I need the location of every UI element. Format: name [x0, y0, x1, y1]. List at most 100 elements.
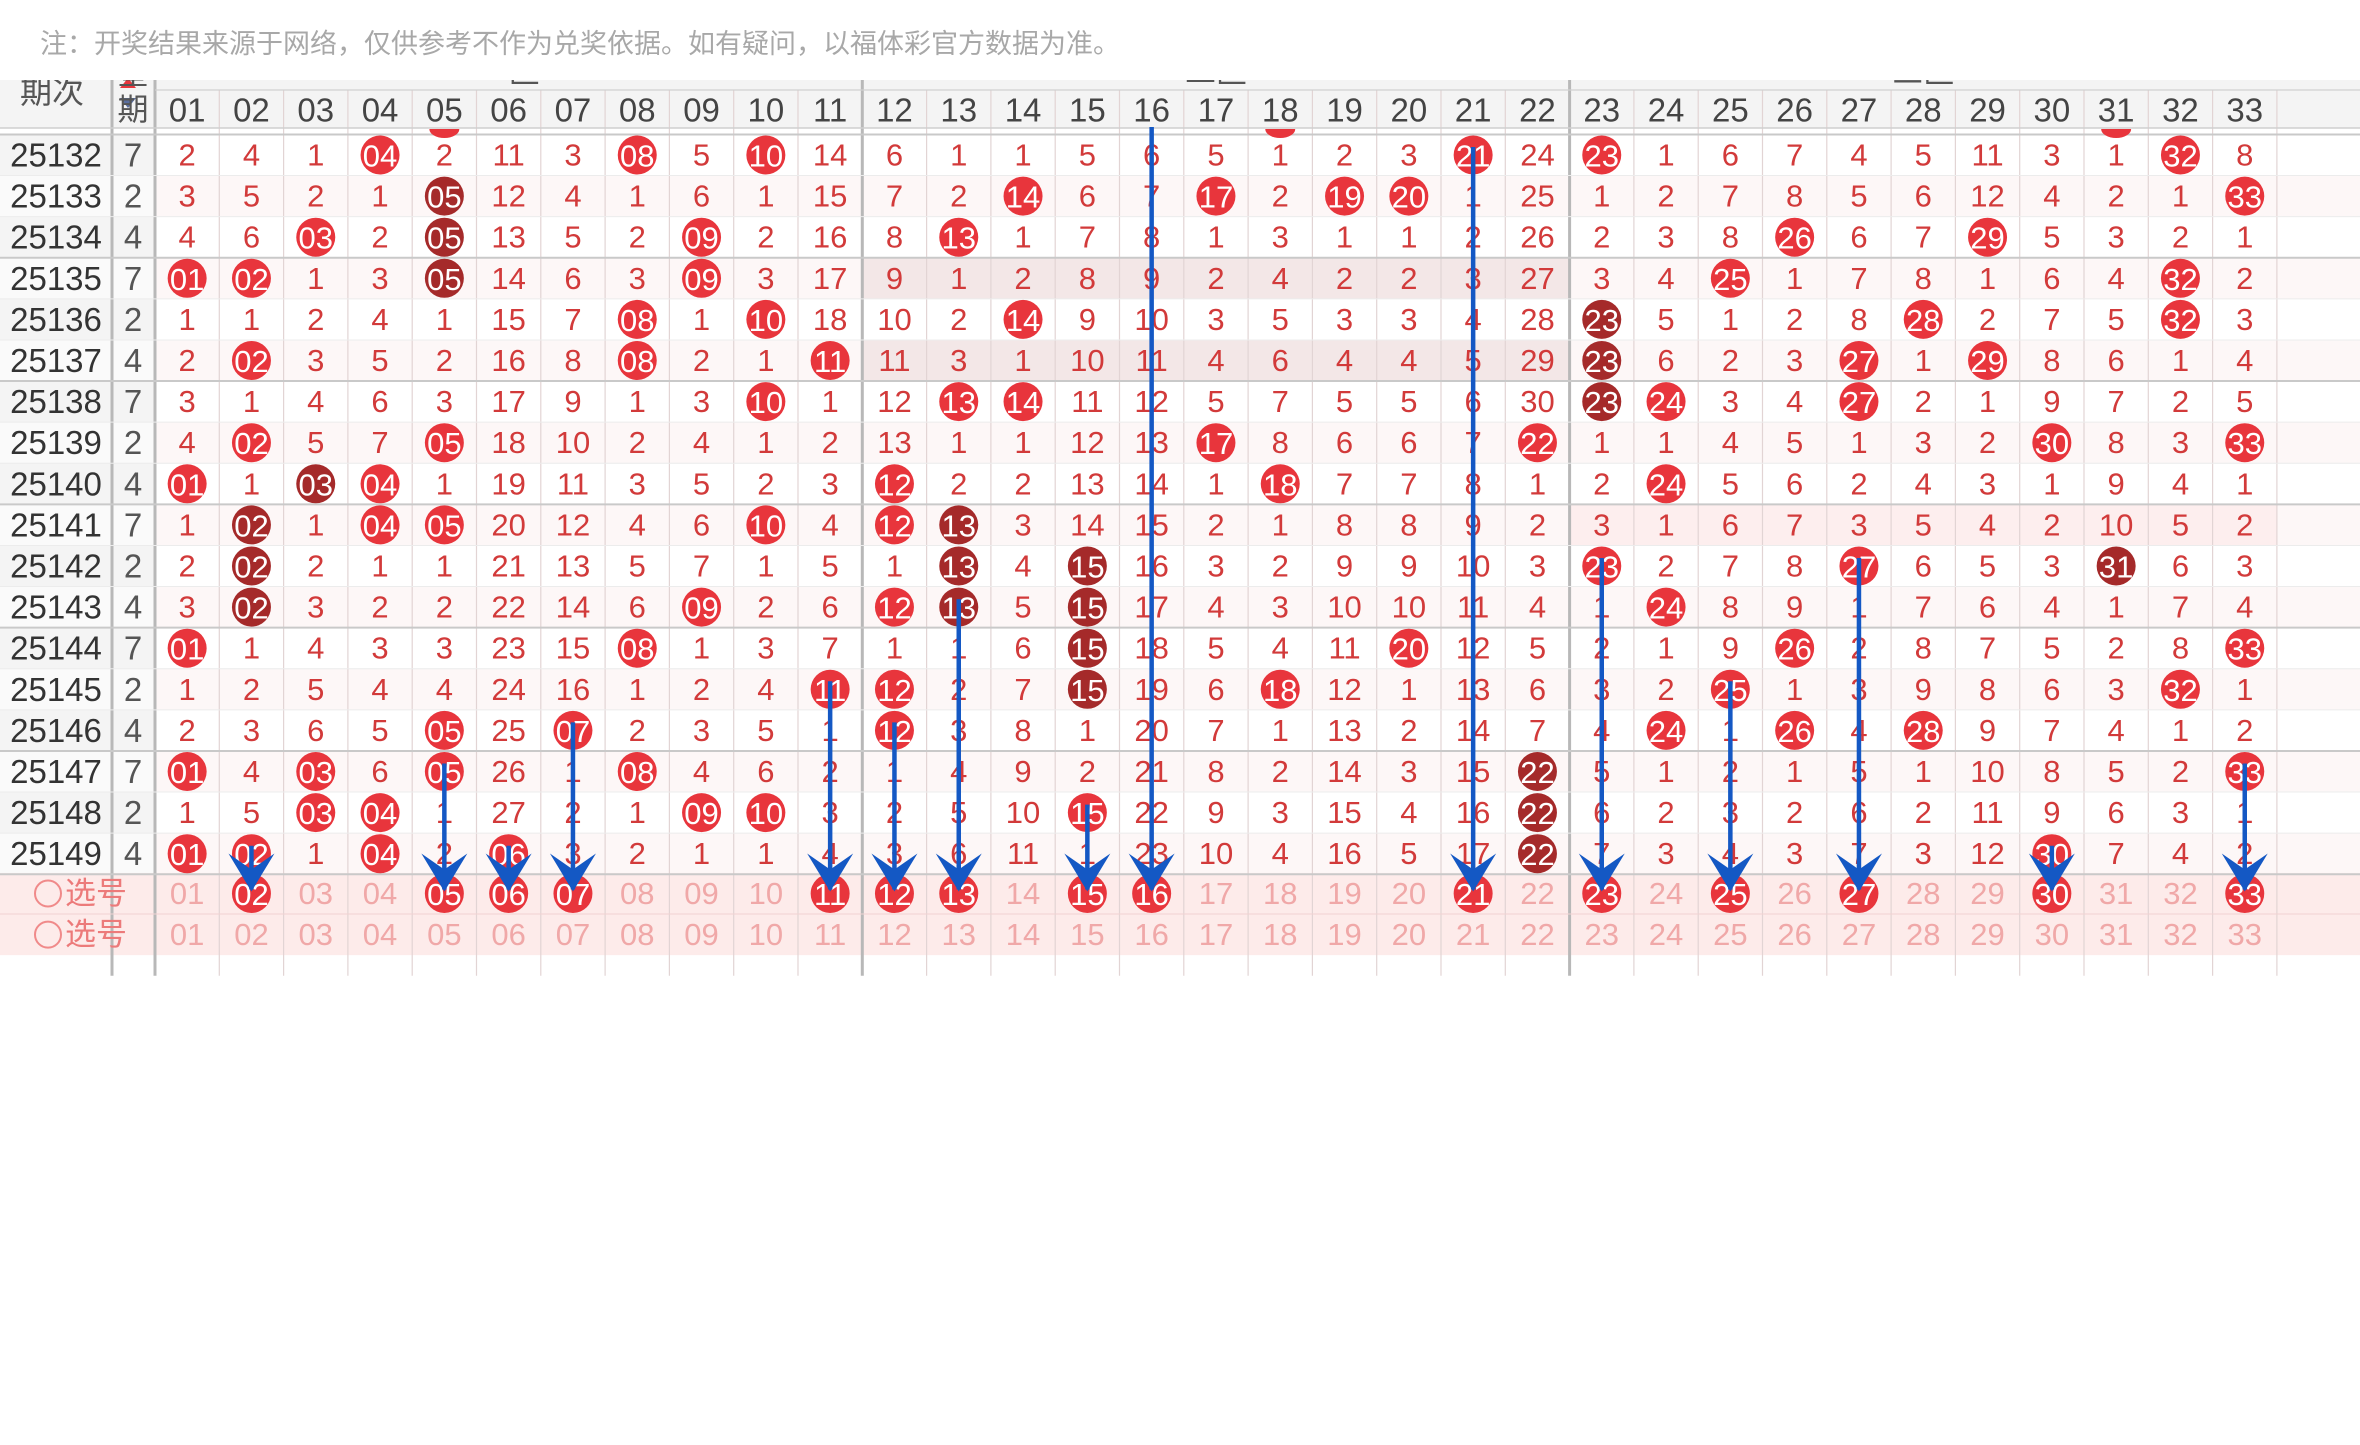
selectable-number[interactable]: 03 [299, 917, 333, 952]
selectable-number[interactable]: 14 [1006, 876, 1040, 911]
selectable-number[interactable]: 05 [427, 917, 461, 952]
selectable-number[interactable]: 32 [2163, 917, 2197, 952]
selectable-number[interactable]: 08 [620, 876, 654, 911]
weekday-value: 2 [124, 671, 142, 708]
selectable-number[interactable]: 29 [1970, 876, 2004, 911]
drawn-number-ball [1067, 587, 1107, 627]
selectable-number[interactable]: 18 [1263, 876, 1297, 911]
selectable-number[interactable]: 20 [1392, 876, 1426, 911]
omission-count: 2 [1336, 261, 1353, 296]
selected-number-ball[interactable] [874, 874, 914, 913]
column-number-header: 11 [813, 92, 847, 129]
selected-number-ball[interactable] [1839, 874, 1879, 913]
omission-count: 4 [2172, 466, 2189, 501]
drawn-number-ball [167, 464, 207, 504]
omission-count: 3 [436, 384, 453, 419]
drawn-number-label: 12 [877, 591, 911, 626]
omission-count: 3 [2236, 549, 2253, 584]
selectable-number[interactable]: 09 [684, 917, 718, 952]
omission-count: 2 [822, 425, 839, 460]
omission-count: 1 [950, 425, 967, 460]
selectable-number[interactable]: 18 [1263, 917, 1297, 952]
select-radio-icon[interactable] [34, 920, 62, 949]
selectable-number[interactable]: 31 [2099, 917, 2133, 952]
selectable-number[interactable]: 13 [942, 917, 976, 952]
selectable-number[interactable]: 11 [814, 917, 846, 952]
selectable-number[interactable]: 17 [1199, 876, 1233, 911]
select-radio-icon[interactable] [34, 879, 62, 908]
selectable-number[interactable]: 01 [170, 917, 204, 952]
selectable-number[interactable]: 15 [1070, 917, 1104, 952]
selectable-number[interactable]: 20 [1392, 917, 1426, 952]
selected-number-ball[interactable] [1453, 874, 1493, 913]
drawn-number-ball [296, 217, 336, 257]
selectable-number[interactable]: 10 [749, 876, 783, 911]
sort-up-icon [120, 78, 136, 88]
selectable-number[interactable]: 17 [1199, 917, 1233, 952]
selectable-number[interactable]: 04 [363, 876, 397, 911]
selected-number-ball[interactable] [2225, 874, 2265, 913]
selectable-number[interactable]: 26 [1777, 917, 1811, 952]
selectable-number[interactable]: 29 [1970, 917, 2004, 952]
selectable-number[interactable]: 21 [1456, 917, 1490, 952]
selectable-number[interactable]: 03 [299, 876, 333, 911]
selectable-number[interactable]: 02 [234, 917, 268, 952]
selectable-number[interactable]: 01 [170, 876, 204, 911]
drawn-number-label: 22 [1520, 796, 1554, 831]
selected-number-ball[interactable] [1582, 874, 1622, 913]
selected-number-ball[interactable] [1132, 874, 1172, 913]
omission-count: 2 [2172, 220, 2189, 255]
selected-number-ball[interactable] [424, 874, 464, 913]
omission-count: 2 [2236, 713, 2253, 748]
selected-number-ball[interactable] [2032, 874, 2072, 913]
drawn-number-label: 18 [1263, 673, 1297, 708]
selected-number-ball[interactable] [939, 874, 979, 913]
selectable-number[interactable]: 14 [1006, 917, 1040, 952]
selectable-number[interactable]: 16 [1134, 917, 1168, 952]
selectable-number[interactable]: 22 [1520, 876, 1554, 911]
selectable-number[interactable]: 22 [1520, 917, 1554, 952]
selectable-number[interactable]: 19 [1327, 876, 1361, 911]
selectable-number[interactable]: 32 [2163, 876, 2197, 911]
selectable-number[interactable]: 08 [620, 917, 654, 952]
drawn-number-label: 05 [427, 714, 461, 749]
selected-number-ball[interactable] [553, 874, 593, 913]
column-number-header: 08 [619, 92, 656, 129]
selected-number-ball[interactable] [231, 874, 271, 913]
selectable-number[interactable]: 06 [491, 917, 525, 952]
selectable-number[interactable]: 10 [749, 917, 783, 952]
selectable-number[interactable]: 31 [2099, 876, 2133, 911]
selectable-number[interactable]: 04 [363, 917, 397, 952]
trend-arrow-head [1128, 853, 1175, 892]
period-number: 25148 [10, 794, 102, 831]
selectable-number[interactable]: 30 [2035, 917, 2069, 952]
trend-grid-svg: 期次星期一区二区三区010203040506070809101112131415… [0, 54, 2360, 976]
trend-arrow-head [228, 853, 275, 892]
omission-count: 7 [1014, 672, 1031, 707]
selectable-number[interactable]: 24 [1649, 876, 1683, 911]
selectable-number[interactable]: 28 [1906, 876, 1940, 911]
omission-count: 1 [2108, 138, 2125, 173]
omission-count: 5 [243, 179, 260, 214]
selectable-number[interactable]: 07 [556, 917, 590, 952]
drawn-number-ball [617, 628, 657, 668]
omission-count: 1 [1079, 713, 1096, 748]
selectable-number[interactable]: 33 [2228, 917, 2262, 952]
selectable-number[interactable]: 12 [877, 917, 911, 952]
selectable-number[interactable]: 28 [1906, 917, 1940, 952]
selectable-number[interactable]: 23 [1585, 917, 1619, 952]
selectable-number[interactable]: 24 [1649, 917, 1683, 952]
selectable-number[interactable]: 25 [1713, 917, 1747, 952]
drawn-number-ball [1839, 341, 1879, 380]
selectable-number[interactable]: 26 [1777, 876, 1811, 911]
selected-number-ball[interactable] [1710, 874, 1750, 913]
omission-count: 3 [1014, 507, 1031, 542]
omission-count: 4 [1786, 384, 1803, 419]
selected-number-ball[interactable] [810, 874, 850, 913]
drawn-number-ball [360, 135, 400, 175]
selectable-number[interactable]: 27 [1842, 917, 1876, 952]
selected-number-ball[interactable] [1067, 874, 1107, 913]
selectable-number[interactable]: 09 [684, 876, 718, 911]
selectable-number[interactable]: 19 [1327, 917, 1361, 952]
selected-number-ball[interactable] [489, 874, 529, 913]
